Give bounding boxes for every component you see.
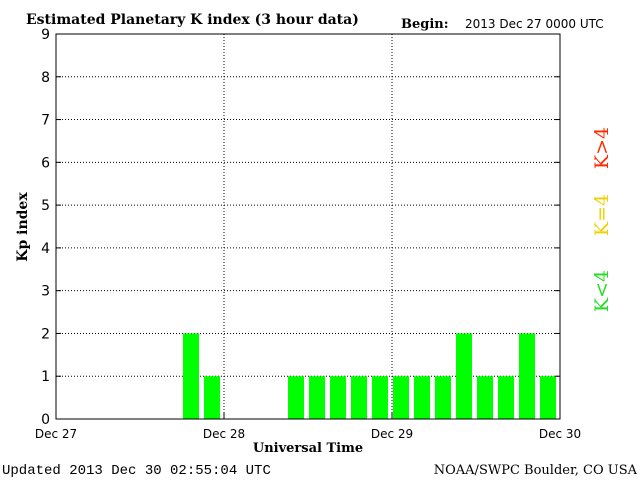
y-tick-label: 0 (41, 412, 50, 428)
kp-bar (414, 376, 430, 419)
source-credit: NOAA/SWPC Boulder, CO USA (434, 463, 638, 478)
kp-bar (435, 376, 451, 419)
y-tick-label: 9 (41, 27, 50, 43)
x-tick-label: Dec 27 (35, 427, 77, 441)
legend-k-greater-4: K>4 (591, 127, 613, 169)
y-tick-label: 6 (41, 155, 50, 171)
kp-bar (183, 333, 199, 419)
kp-bar (498, 376, 514, 419)
x-tick-label: Dec 30 (539, 427, 581, 441)
kp-bar (330, 376, 346, 419)
x-axis-label: Universal Time (253, 441, 363, 456)
x-axis: Dec 27 Dec 28 Dec 29 Dec 30 (35, 413, 581, 441)
begin-label: Begin: (401, 17, 449, 32)
x-tick-label: Dec 28 (203, 427, 245, 441)
kp-bar (393, 376, 409, 419)
y-tick-label: 4 (41, 241, 50, 257)
kp-bar (351, 376, 367, 419)
kp-bar (288, 376, 304, 419)
y-tick-label: 3 (41, 284, 50, 300)
kp-bar (372, 376, 388, 419)
y-tick-label: 7 (41, 113, 50, 129)
grid-lines (56, 34, 560, 419)
chart-title: Estimated Planetary K index (3 hour data… (26, 12, 359, 28)
y-tick-label: 5 (41, 198, 50, 214)
x-tick-label: Dec 29 (371, 427, 413, 441)
plot-frame (55, 33, 561, 420)
y-tick-label: 1 (41, 369, 50, 385)
kp-bar (309, 376, 325, 419)
kp-bar (519, 333, 535, 419)
legend-k-equal-4: K=4 (591, 194, 613, 236)
kp-bar (540, 376, 556, 419)
y-axis-label: Kp index (15, 192, 31, 262)
bar-series (183, 333, 556, 419)
y-axis: 0 1 2 3 4 5 6 7 8 9 (41, 27, 560, 428)
y-tick-label: 2 (41, 326, 50, 342)
updated-timestamp: Updated 2013 Dec 30 02:55:04 UTC (2, 463, 271, 479)
y-tick-label: 8 (41, 70, 50, 86)
kp-bar (477, 376, 493, 419)
legend-k-less-4: K<4 (591, 270, 613, 312)
begin-value: 2013 Dec 27 0000 UTC (465, 17, 604, 31)
kp-bar (204, 376, 220, 419)
kp-bar (456, 333, 472, 419)
